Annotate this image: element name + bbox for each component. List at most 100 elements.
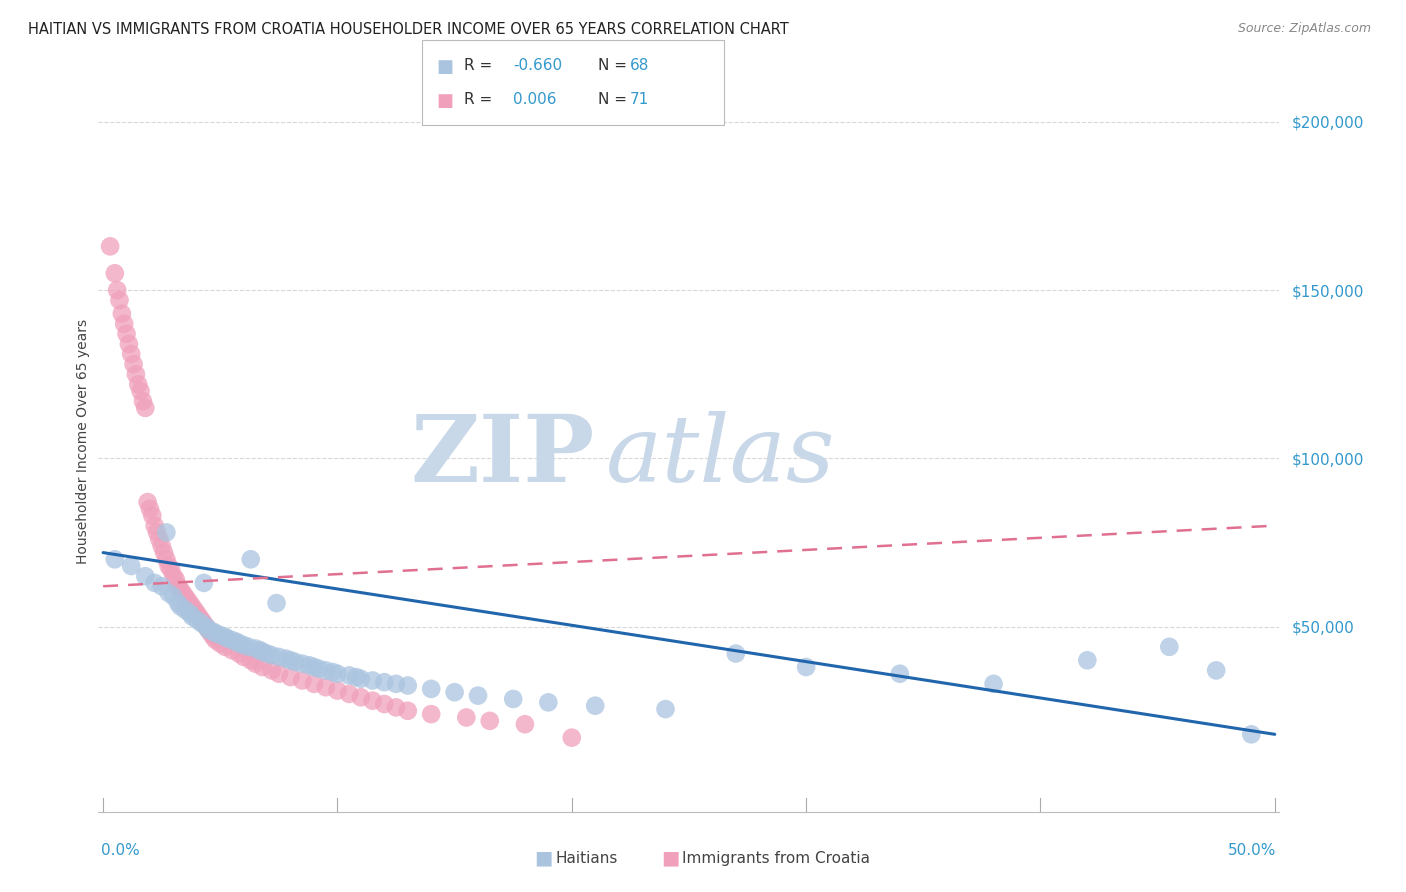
- Point: [120, 347, 142, 361]
- Point: [120, 559, 142, 574]
- Point: [221, 643, 243, 657]
- Text: 68: 68: [630, 58, 650, 73]
- Text: N =: N =: [598, 92, 631, 107]
- Point: [298, 658, 321, 673]
- Text: 0.006: 0.006: [513, 92, 557, 107]
- Point: [139, 501, 162, 516]
- Point: [396, 704, 419, 718]
- Text: 50.0%: 50.0%: [1229, 843, 1277, 858]
- Point: [98, 239, 121, 253]
- Point: [245, 641, 267, 656]
- Point: [1240, 727, 1263, 741]
- Point: [302, 660, 325, 674]
- Point: [238, 640, 260, 654]
- Point: [202, 624, 225, 639]
- Point: [105, 283, 128, 297]
- Y-axis label: Householder Income Over 65 years: Householder Income Over 65 years: [76, 319, 90, 564]
- Point: [115, 326, 138, 341]
- Point: [443, 685, 465, 699]
- Point: [274, 651, 297, 665]
- Point: [239, 653, 262, 667]
- Point: [267, 666, 290, 681]
- Point: [112, 317, 135, 331]
- Point: [337, 687, 360, 701]
- Point: [186, 606, 208, 620]
- Point: [350, 672, 373, 686]
- Point: [167, 579, 190, 593]
- Point: [373, 697, 395, 711]
- Point: [155, 525, 177, 540]
- Point: [204, 633, 226, 648]
- Point: [291, 657, 314, 671]
- Point: [537, 695, 560, 709]
- Point: [111, 307, 134, 321]
- Point: [326, 683, 349, 698]
- Text: ■: ■: [661, 848, 679, 868]
- Point: [150, 539, 173, 553]
- Text: 0.0%: 0.0%: [101, 843, 141, 858]
- Point: [148, 532, 170, 546]
- Point: [315, 680, 337, 694]
- Text: HAITIAN VS IMMIGRANTS FROM CROATIA HOUSEHOLDER INCOME OVER 65 YEARS CORRELATION : HAITIAN VS IMMIGRANTS FROM CROATIA HOUSE…: [28, 22, 789, 37]
- Point: [350, 690, 373, 705]
- Point: [267, 649, 290, 664]
- Point: [146, 525, 169, 540]
- Point: [190, 616, 212, 631]
- Point: [260, 664, 283, 678]
- Point: [228, 636, 250, 650]
- Point: [160, 562, 183, 576]
- Point: [197, 623, 219, 637]
- Point: [239, 552, 262, 566]
- Point: [167, 596, 190, 610]
- Point: [204, 626, 226, 640]
- Point: [344, 670, 367, 684]
- Point: [315, 664, 337, 678]
- Point: [169, 582, 191, 597]
- Point: [217, 632, 239, 646]
- Text: ZIP: ZIP: [411, 411, 595, 501]
- Point: [467, 689, 489, 703]
- Point: [326, 666, 349, 681]
- Point: [214, 630, 236, 644]
- Point: [188, 609, 211, 624]
- Point: [197, 623, 219, 637]
- Point: [1159, 640, 1181, 654]
- Point: [361, 694, 384, 708]
- Point: [396, 679, 419, 693]
- Point: [181, 599, 204, 614]
- Point: [127, 377, 149, 392]
- Text: ■: ■: [534, 848, 553, 868]
- Point: [209, 628, 232, 642]
- Point: [513, 717, 536, 731]
- Point: [889, 666, 911, 681]
- Point: [228, 647, 250, 661]
- Text: Haitians: Haitians: [555, 851, 617, 865]
- Point: [143, 518, 166, 533]
- Point: [654, 702, 676, 716]
- Point: [291, 673, 314, 688]
- Point: [200, 626, 222, 640]
- Point: [174, 590, 197, 604]
- Point: [134, 401, 156, 415]
- Point: [162, 590, 184, 604]
- Point: [125, 368, 148, 382]
- Point: [385, 700, 408, 714]
- Text: 71: 71: [630, 92, 650, 107]
- Point: [249, 643, 271, 657]
- Point: [794, 660, 817, 674]
- Point: [456, 710, 478, 724]
- Point: [561, 731, 583, 745]
- Point: [195, 619, 218, 633]
- Point: [214, 640, 236, 654]
- Point: [104, 266, 127, 280]
- Point: [165, 573, 187, 587]
- Point: [108, 293, 131, 308]
- Point: [202, 630, 225, 644]
- Text: R =: R =: [464, 58, 498, 73]
- Point: [169, 599, 191, 614]
- Point: [256, 647, 278, 661]
- Point: [186, 613, 208, 627]
- Point: [181, 609, 204, 624]
- Point: [232, 649, 254, 664]
- Point: [245, 657, 267, 671]
